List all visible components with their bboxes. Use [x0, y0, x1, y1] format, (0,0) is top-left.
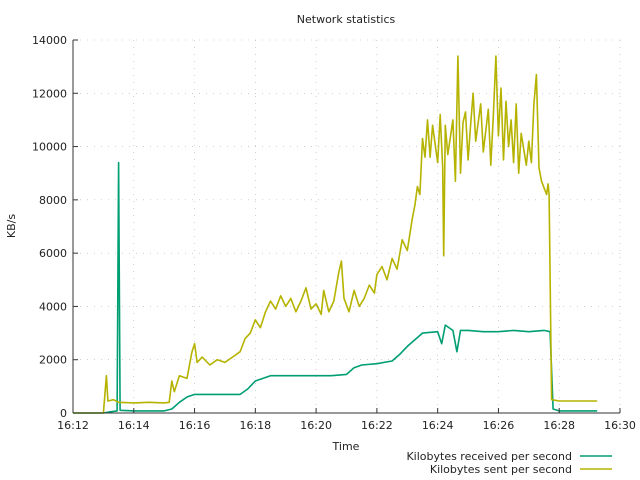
- y-tick-label: 12000: [32, 87, 67, 100]
- series-line-1: [73, 161, 598, 414]
- y-tick-label: 2000: [39, 354, 67, 367]
- x-tick-label: 16:22: [361, 419, 393, 432]
- y-tick-label: 10000: [32, 141, 67, 154]
- axes-layer: [72, 40, 620, 414]
- series-layer: [73, 55, 598, 414]
- x-tick-label: 16:14: [118, 419, 150, 432]
- series-line-2: [73, 55, 598, 414]
- grid-layer: [73, 39, 621, 413]
- y-tick-label: 14000: [32, 34, 67, 47]
- ticks-layer: 0 2000 4000 6000 8000 10000 12000 14000 16:12 16:…: [32, 34, 636, 432]
- x-tick-label: 16:28: [543, 419, 575, 432]
- y-axis-label: KB/s: [5, 214, 18, 238]
- y-tick-label: 8000: [39, 194, 67, 207]
- x-tick-label: 16:12: [57, 419, 89, 432]
- y-tick-label: 0: [60, 407, 67, 420]
- x-tick-label: 16:16: [179, 419, 211, 432]
- chart-title: Network statistics: [297, 13, 396, 26]
- x-tick-label: 16:26: [483, 419, 515, 432]
- x-tick-label: 16:20: [300, 419, 332, 432]
- x-tick-label: 16:24: [422, 419, 454, 432]
- x-axis-label: Time: [332, 440, 360, 453]
- legend-label: Kilobytes sent per second: [430, 463, 572, 476]
- x-tick-label: 16:30: [604, 419, 636, 432]
- y-tick-label: 6000: [39, 247, 67, 260]
- y-tick-label: 4000: [39, 300, 67, 313]
- legend-label: Kilobytes received per second: [406, 450, 572, 463]
- x-tick-label: 16:18: [239, 419, 271, 432]
